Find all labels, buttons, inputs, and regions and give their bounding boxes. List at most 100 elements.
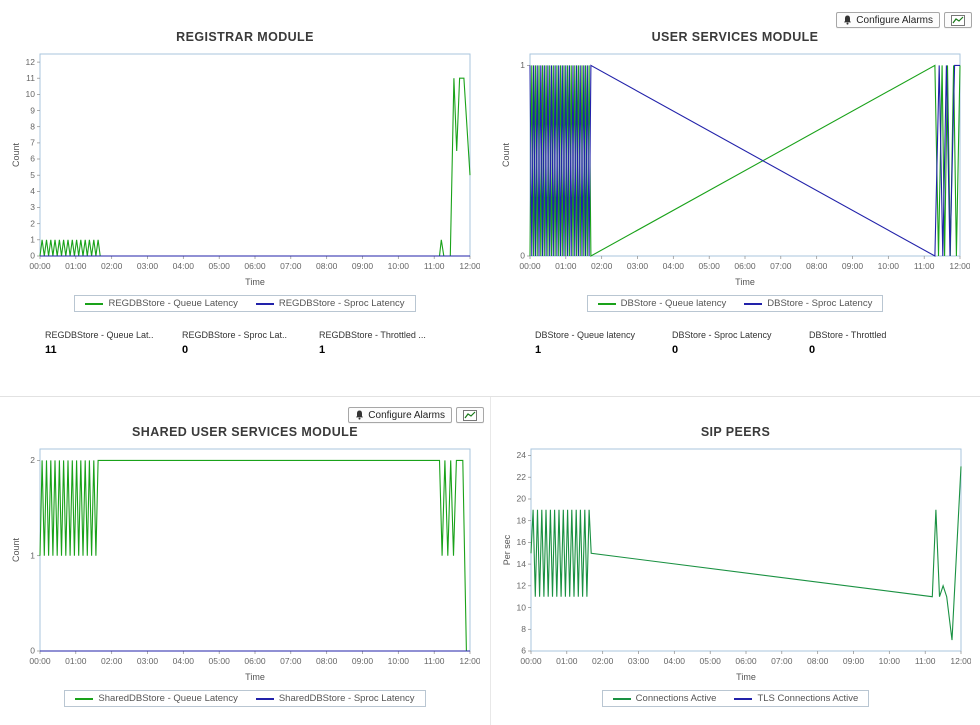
panel-title-shared-user-services: SHARED USER SERVICES MODULE xyxy=(132,425,358,439)
svg-text:11:00: 11:00 xyxy=(424,656,445,666)
svg-text:11:00: 11:00 xyxy=(914,261,935,271)
svg-text:8: 8 xyxy=(521,624,526,634)
stat-label: DBStore - Sproc Latency xyxy=(672,330,772,340)
alarm-bell-icon xyxy=(356,410,364,420)
alarm-bell-icon xyxy=(844,15,852,25)
stat-cell: DBStore - Sproc Latency 0 xyxy=(672,330,809,356)
panel-sip-peers: SIP PEERS 6 8 10 12 14 16 18 20 22 24 00:00 01:00 02… xyxy=(490,397,980,725)
svg-text:16: 16 xyxy=(516,537,526,547)
svg-text:06:00: 06:00 xyxy=(734,261,756,271)
stat-label: REGDBStore - Queue Lat.. xyxy=(45,330,154,340)
stat-label: REGDBStore - Throttled ... xyxy=(319,330,426,340)
svg-text:10:00: 10:00 xyxy=(388,261,410,271)
svg-text:00:00: 00:00 xyxy=(520,656,542,666)
stat-cell: REGDBStore - Queue Lat.. 11 xyxy=(45,330,182,356)
legend-swatch-blue xyxy=(734,697,753,700)
svg-text:10:00: 10:00 xyxy=(878,656,900,666)
stat-label: DBStore - Throttled xyxy=(809,330,887,340)
configure-alarms-label: Configure Alarms xyxy=(368,409,445,421)
svg-text:04:00: 04:00 xyxy=(173,656,195,666)
stat-value: 0 xyxy=(809,344,816,356)
legend-label: REGDBStore - Queue Latency xyxy=(108,298,238,309)
legend-swatch-green xyxy=(85,302,104,305)
configure-alarms-button[interactable]: Configure Alarms xyxy=(836,12,940,28)
user-services-legend: DBStore - Queue latency DBStore - Sproc … xyxy=(490,295,980,312)
svg-text:01:00: 01:00 xyxy=(555,261,577,271)
stat-value: 1 xyxy=(319,344,326,356)
svg-text:5: 5 xyxy=(30,170,35,180)
svg-text:04:00: 04:00 xyxy=(173,261,195,271)
legend-label: SharedDBStore - Queue Latency xyxy=(98,693,238,704)
chart-export-button[interactable] xyxy=(456,407,484,423)
legend-box: REGDBStore - Queue Latency REGDBStore - … xyxy=(74,295,416,312)
svg-text:12:00: 12:00 xyxy=(950,656,971,666)
registrar-stats-row: REGDBStore - Queue Lat.. 11 REGDBStore -… xyxy=(45,330,490,356)
svg-text:0: 0 xyxy=(30,646,35,656)
svg-text:Time: Time xyxy=(245,277,265,287)
user-services-stats-row: DBStore - Queue latency 1 DBStore - Spro… xyxy=(535,330,980,356)
sip-peers-chart: 6 8 10 12 14 16 18 20 22 24 00:00 01:00 02:00 03:00 04… xyxy=(502,448,971,682)
svg-text:1: 1 xyxy=(30,550,35,560)
stat-label: DBStore - Queue latency xyxy=(535,330,636,340)
legend-swatch-blue xyxy=(744,302,763,305)
stat-cell: REGDBStore - Throttled ... 1 xyxy=(319,330,456,356)
sip-peers-legend: Connections Active TLS Connections Activ… xyxy=(491,690,980,707)
svg-text:08:00: 08:00 xyxy=(806,261,828,271)
svg-text:2: 2 xyxy=(30,218,35,228)
svg-text:Count: Count xyxy=(11,538,21,563)
svg-text:01:00: 01:00 xyxy=(65,261,87,271)
legend-box: Connections Active TLS Connections Activ… xyxy=(601,690,870,707)
legend-label: SharedDBStore - Sproc Latency xyxy=(278,693,415,704)
svg-text:Count: Count xyxy=(501,143,511,168)
legend-label: DBStore - Queue latency xyxy=(620,298,727,309)
svg-text:07:00: 07:00 xyxy=(280,656,302,666)
svg-text:Time: Time xyxy=(736,672,756,682)
svg-text:7: 7 xyxy=(30,138,35,148)
chart-export-button[interactable] xyxy=(944,12,972,28)
svg-text:12:00: 12:00 xyxy=(949,261,970,271)
stat-value: 0 xyxy=(672,344,679,356)
legend-label: DBStore - Sproc Latency xyxy=(767,298,873,309)
svg-text:04:00: 04:00 xyxy=(663,656,685,666)
configure-alarms-button[interactable]: Configure Alarms xyxy=(348,407,452,423)
svg-text:02:00: 02:00 xyxy=(101,656,123,666)
legend-item: DBStore - Queue latency xyxy=(597,298,727,309)
stat-cell: DBStore - Throttled 0 xyxy=(809,330,946,356)
svg-text:6: 6 xyxy=(30,154,35,164)
svg-text:Count: Count xyxy=(11,143,21,168)
svg-text:06:00: 06:00 xyxy=(735,656,757,666)
panel-registrar-module: REGISTRAR MODULE 0 1 2 3 4 5 6 7 8 9 10 11 12 00:00 01… xyxy=(0,0,490,396)
legend-swatch-green xyxy=(75,697,94,700)
shared-user-services-legend: SharedDBStore - Queue Latency SharedDBSt… xyxy=(0,690,490,707)
svg-text:05:00: 05:00 xyxy=(209,261,231,271)
svg-text:8: 8 xyxy=(30,121,35,131)
legend-swatch-green xyxy=(612,697,631,700)
svg-text:2: 2 xyxy=(30,455,35,465)
svg-text:10: 10 xyxy=(26,89,36,99)
svg-text:6: 6 xyxy=(521,646,526,656)
svg-text:11:00: 11:00 xyxy=(914,656,935,666)
svg-text:3: 3 xyxy=(30,202,35,212)
svg-text:09:00: 09:00 xyxy=(352,261,374,271)
svg-text:06:00: 06:00 xyxy=(244,261,266,271)
legend-item: SharedDBStore - Queue Latency xyxy=(75,693,238,704)
user-services-module-chart: 0 1 00:00 01:00 02:00 03:00 04:00 05:00 06:00 07:… xyxy=(501,53,970,287)
svg-text:07:00: 07:00 xyxy=(280,261,302,271)
legend-label: REGDBStore - Sproc Latency xyxy=(278,298,405,309)
svg-text:01:00: 01:00 xyxy=(556,656,578,666)
svg-text:03:00: 03:00 xyxy=(627,656,649,666)
svg-text:12:00: 12:00 xyxy=(459,261,480,271)
configure-alarms-label: Configure Alarms xyxy=(856,14,933,26)
svg-text:01:00: 01:00 xyxy=(65,656,87,666)
panel-title-sip-peers: SIP PEERS xyxy=(700,425,771,439)
svg-text:Time: Time xyxy=(735,277,755,287)
svg-text:04:00: 04:00 xyxy=(663,261,685,271)
svg-text:24: 24 xyxy=(516,450,526,460)
svg-text:12: 12 xyxy=(26,57,36,67)
svg-text:22: 22 xyxy=(516,472,526,482)
stat-label: REGDBStore - Sproc Lat.. xyxy=(182,330,288,340)
panel-title-registrar: REGISTRAR MODULE xyxy=(176,30,314,44)
svg-text:20: 20 xyxy=(516,494,526,504)
svg-text:1: 1 xyxy=(30,235,35,245)
